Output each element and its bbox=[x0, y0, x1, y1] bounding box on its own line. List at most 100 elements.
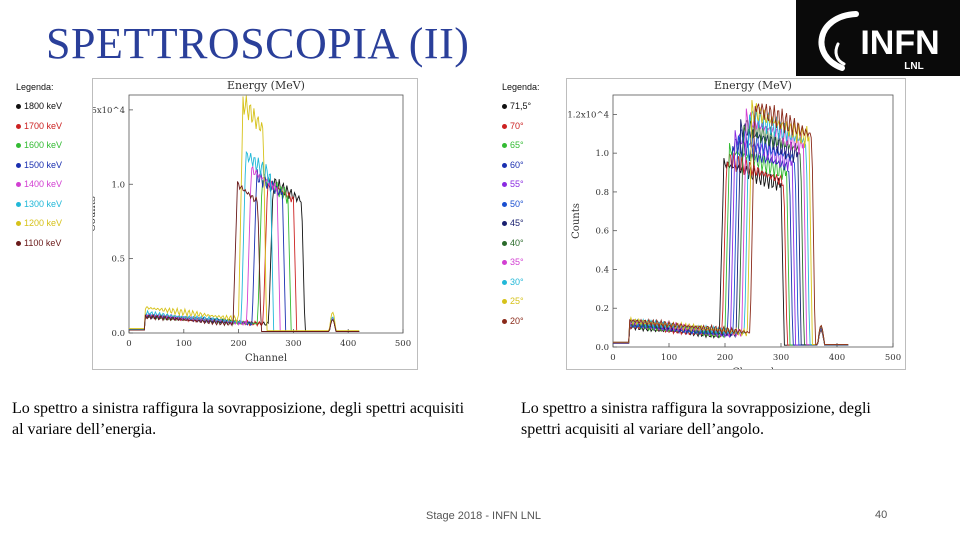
legend-item: 60° bbox=[502, 159, 540, 179]
legend-label: 30° bbox=[510, 276, 524, 287]
y-tick-label: 0.5 bbox=[111, 255, 125, 265]
x-tick-label: 0 bbox=[610, 353, 615, 363]
legend-item: 25° bbox=[502, 295, 540, 315]
legend-title: Legenda: bbox=[502, 82, 540, 92]
legend-swatch bbox=[16, 123, 21, 129]
legend-item: 35° bbox=[502, 256, 540, 276]
legend-label: 20° bbox=[510, 315, 524, 326]
x-tick-label: 400 bbox=[829, 353, 845, 363]
angle-spectrum-chart: Energy (MeV) Channel Counts 0 100 200 300 400 50… bbox=[567, 79, 901, 369]
legend-item: 20° bbox=[502, 315, 540, 335]
legend-swatch bbox=[502, 162, 507, 168]
legend-label: 70° bbox=[510, 120, 524, 131]
series-line bbox=[613, 130, 849, 346]
x-tick-label: 500 bbox=[395, 339, 411, 349]
caption-angle: Lo spettro a sinistra raffigura la sovra… bbox=[521, 400, 871, 438]
legend-item: 45° bbox=[502, 217, 540, 237]
legend-swatch bbox=[502, 123, 507, 129]
legend-item: 1200 keV bbox=[16, 217, 62, 237]
legend-swatch bbox=[16, 182, 21, 188]
legend-label: 1700 keV bbox=[24, 120, 63, 131]
legend-item: 1700 keV bbox=[16, 120, 62, 140]
y-tick-label: 0.2 bbox=[595, 304, 609, 314]
y-tick-label: 0.6 bbox=[595, 227, 609, 237]
series-line bbox=[129, 150, 360, 332]
legend-swatch bbox=[502, 279, 507, 285]
legend-swatch bbox=[16, 104, 21, 110]
caption-energy: Lo spettro a sinistra raffigura la sovra… bbox=[12, 400, 465, 438]
legend-item: 1800 keV bbox=[16, 100, 62, 120]
legend-item: 1400 keV bbox=[16, 178, 62, 198]
y-tick-label: 1.0 bbox=[111, 180, 125, 190]
x-tick-label: 100 bbox=[176, 339, 192, 349]
x-tick-label: 500 bbox=[885, 353, 901, 363]
legend-swatch bbox=[16, 201, 21, 207]
legend-items: 1800 keV 1700 keV 1600 keV 1500 keV 1400 keV… bbox=[16, 100, 62, 256]
legend-swatch bbox=[502, 318, 507, 324]
logo-text: INFN bbox=[860, 24, 939, 62]
legend-item: 1600 keV bbox=[16, 139, 62, 159]
legend-energy: Legenda: 1800 keV 1700 keV 1600 keV 1500 ke… bbox=[16, 82, 62, 256]
legend-label: 35° bbox=[510, 257, 524, 267]
legend-label: 25° bbox=[510, 296, 524, 306]
series-line bbox=[613, 100, 849, 346]
x-tick-label: 0 bbox=[126, 339, 131, 349]
legend-swatch bbox=[16, 162, 21, 168]
legend-angle: Legenda: 71,5° 70° 65° 60° 55° 50° 45° 40° 35° 30… bbox=[502, 82, 540, 334]
series-line bbox=[129, 169, 360, 332]
legend-item: 70° bbox=[502, 120, 540, 140]
legend-swatch bbox=[16, 143, 21, 149]
legend-label: 1300 keV bbox=[24, 198, 63, 209]
legend-swatch bbox=[502, 240, 507, 246]
energy-spectrum-chart: Energy (MeV) Channel Counts 0 100 200 300 400 50… bbox=[93, 79, 411, 364]
y-tick-label: 1.0 bbox=[595, 149, 609, 159]
legend-item: 65° bbox=[502, 139, 540, 159]
legend-item: 71,5° bbox=[502, 100, 540, 120]
x-tick-label: 200 bbox=[717, 353, 733, 363]
legend-swatch bbox=[502, 104, 507, 110]
chart-title: Energy (MeV) bbox=[227, 79, 305, 92]
legend-swatch bbox=[502, 299, 507, 305]
legend-item: 30° bbox=[502, 276, 540, 296]
plot-frame bbox=[612, 94, 894, 348]
y-tick-label: 0.0 bbox=[595, 343, 609, 353]
legend-label: 55° bbox=[510, 179, 524, 189]
legend-item: 1300 keV bbox=[16, 198, 62, 218]
angle-spectrum-plot: Energy (MeV) Channel Counts 0 100 200 300 400 50… bbox=[566, 78, 906, 370]
legend-label: 1100 keV bbox=[24, 237, 62, 248]
legend-label: 1500 keV bbox=[24, 159, 63, 170]
y-axis-label: Counts bbox=[571, 203, 582, 239]
legend-label: 71,5° bbox=[510, 101, 532, 111]
infn-logo: INFN LNL bbox=[796, 0, 960, 76]
x-tick-label: 100 bbox=[661, 353, 677, 363]
legend-items: 71,5° 70° 65° 60° 55° 50° 45° 40° 35° 30° 25° 20° bbox=[502, 100, 540, 334]
legend-swatch bbox=[502, 201, 507, 207]
legend-swatch bbox=[502, 260, 507, 266]
legend-swatch bbox=[16, 240, 21, 246]
legend-label: 1200 keV bbox=[24, 218, 63, 228]
x-tick-label: 300 bbox=[773, 353, 789, 363]
legend-item: 1100 keV bbox=[16, 237, 62, 257]
legend-item: 50° bbox=[502, 198, 540, 218]
series-line bbox=[129, 95, 360, 332]
legend-label: 65° bbox=[510, 140, 524, 150]
energy-spectrum-plot: Energy (MeV) Channel Counts 0 100 200 300 400 50… bbox=[92, 78, 418, 370]
legend-swatch bbox=[502, 182, 507, 188]
chart-title: Energy (MeV) bbox=[714, 79, 792, 92]
y-tick-label: 0.8 bbox=[595, 188, 609, 198]
legend-label: 40° bbox=[510, 237, 524, 248]
legend-label: 50° bbox=[510, 198, 524, 209]
legend-label: 45° bbox=[510, 218, 524, 228]
legend-label: 60° bbox=[510, 159, 524, 170]
legend-label: 1600 keV bbox=[24, 140, 63, 150]
legend-item: 1500 keV bbox=[16, 159, 62, 179]
series-line bbox=[613, 103, 849, 346]
legend-swatch bbox=[502, 143, 507, 149]
legend-item: 40° bbox=[502, 237, 540, 257]
x-axis-label: Channel bbox=[245, 353, 287, 364]
y-axis-label: Counts bbox=[93, 196, 98, 232]
slide-title: SPETTROSCOPIA (II) bbox=[46, 19, 470, 68]
legend-label: 1400 keV bbox=[24, 179, 63, 189]
legend-label: 1800 keV bbox=[24, 101, 63, 111]
